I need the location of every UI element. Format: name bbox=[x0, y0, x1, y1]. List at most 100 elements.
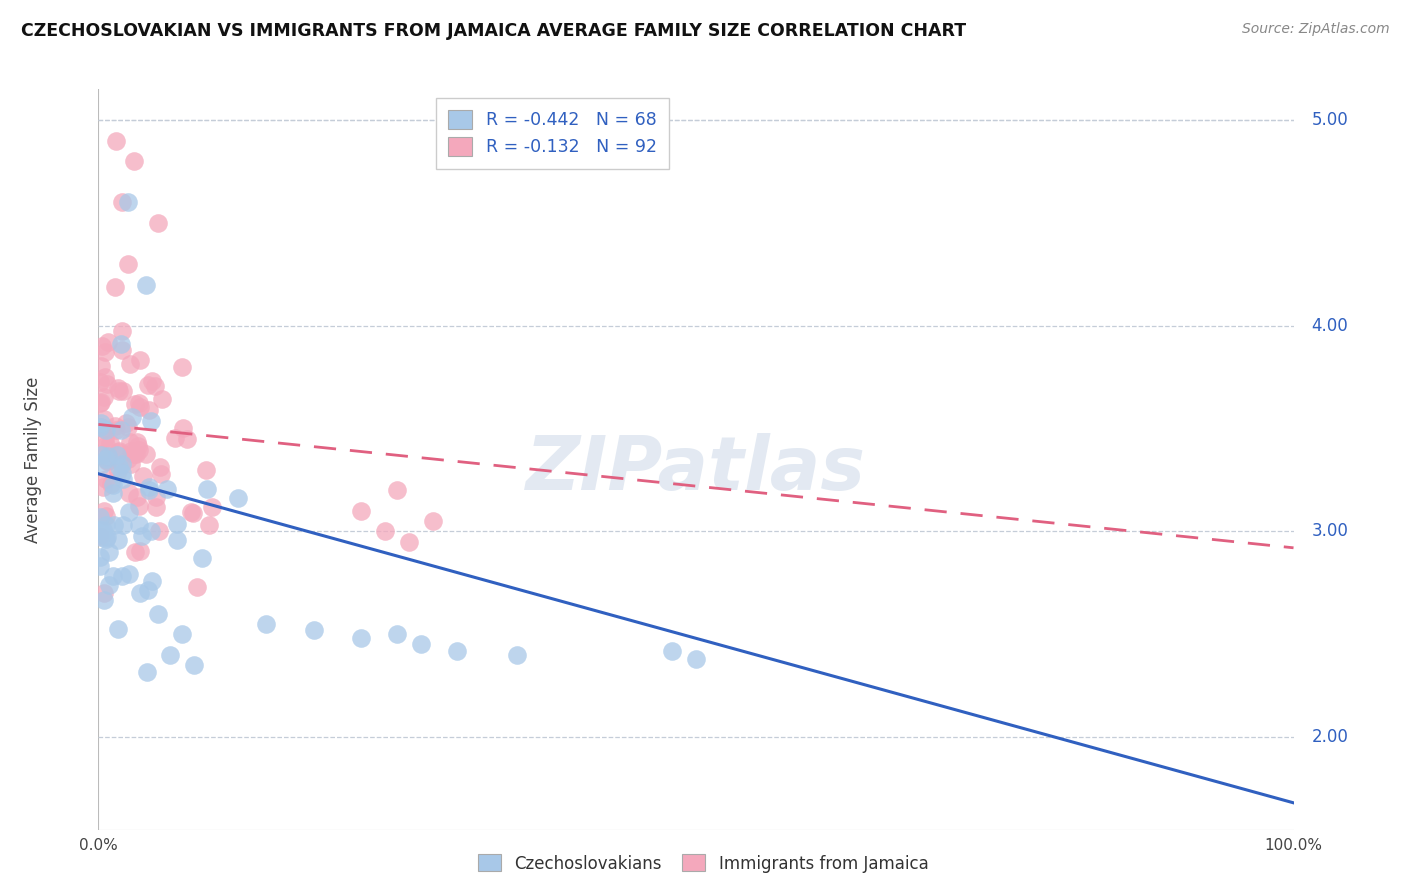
Point bbox=[107, 381, 129, 395]
Point bbox=[94, 369, 117, 384]
Point bbox=[350, 632, 373, 646]
Text: ZIPatlas: ZIPatlas bbox=[526, 434, 866, 506]
Point bbox=[118, 486, 141, 500]
Point bbox=[121, 446, 143, 460]
Point bbox=[172, 421, 194, 435]
Point bbox=[411, 637, 433, 651]
Point bbox=[138, 483, 160, 497]
Point bbox=[124, 396, 146, 410]
Point bbox=[172, 627, 194, 641]
Point bbox=[145, 500, 167, 514]
Point bbox=[138, 480, 160, 494]
Point bbox=[121, 443, 143, 458]
Point bbox=[89, 510, 111, 524]
Point bbox=[89, 396, 111, 410]
Point bbox=[107, 464, 129, 478]
Point bbox=[111, 466, 134, 480]
Point bbox=[93, 390, 115, 404]
Point bbox=[98, 436, 121, 450]
Point bbox=[91, 338, 114, 352]
Point bbox=[108, 384, 131, 399]
Point bbox=[183, 658, 205, 673]
Point bbox=[661, 643, 683, 657]
Point bbox=[111, 343, 134, 358]
Point bbox=[111, 384, 134, 398]
Point bbox=[125, 447, 148, 461]
Point bbox=[128, 517, 150, 532]
Point bbox=[226, 491, 249, 505]
Point bbox=[94, 509, 117, 524]
Point bbox=[110, 337, 132, 351]
Point bbox=[136, 583, 159, 598]
Point bbox=[685, 652, 707, 666]
Point bbox=[94, 431, 117, 445]
Point bbox=[111, 195, 134, 210]
Point bbox=[128, 499, 150, 513]
Point bbox=[90, 446, 112, 460]
Point bbox=[101, 486, 124, 500]
Point bbox=[111, 325, 134, 339]
Point bbox=[165, 431, 187, 445]
Point bbox=[141, 574, 163, 589]
Point bbox=[90, 420, 112, 434]
Point bbox=[139, 414, 162, 428]
Point bbox=[117, 195, 139, 210]
Point bbox=[105, 424, 128, 438]
Point bbox=[117, 420, 139, 434]
Point bbox=[195, 463, 218, 477]
Point bbox=[89, 375, 111, 389]
Text: Source: ZipAtlas.com: Source: ZipAtlas.com bbox=[1241, 22, 1389, 37]
Point bbox=[186, 580, 208, 594]
Point bbox=[150, 392, 173, 406]
Point bbox=[107, 460, 129, 475]
Point bbox=[385, 627, 409, 641]
Point bbox=[128, 443, 150, 458]
Point bbox=[176, 432, 198, 446]
Point bbox=[91, 524, 114, 538]
Point bbox=[118, 435, 141, 450]
Point bbox=[111, 518, 134, 533]
Point bbox=[118, 566, 141, 581]
Point bbox=[105, 448, 128, 462]
Point bbox=[129, 401, 152, 415]
Point bbox=[180, 505, 202, 519]
Point bbox=[132, 468, 155, 483]
Point bbox=[107, 533, 129, 547]
Point bbox=[197, 482, 219, 496]
Point bbox=[118, 505, 141, 519]
Point bbox=[118, 358, 141, 372]
Point bbox=[121, 409, 143, 424]
Point bbox=[97, 450, 120, 464]
Point bbox=[103, 569, 125, 583]
Point bbox=[97, 454, 120, 468]
Point bbox=[93, 411, 115, 425]
Point bbox=[89, 558, 111, 573]
Point bbox=[135, 447, 157, 461]
Text: 4.00: 4.00 bbox=[1312, 317, 1348, 334]
Point bbox=[148, 524, 170, 539]
Point bbox=[150, 467, 173, 482]
Text: 5.00: 5.00 bbox=[1312, 111, 1348, 129]
Point bbox=[128, 396, 150, 410]
Point bbox=[108, 443, 131, 458]
Point bbox=[104, 280, 127, 294]
Point bbox=[97, 578, 120, 592]
Point bbox=[136, 378, 159, 392]
Point bbox=[89, 529, 111, 543]
Point bbox=[90, 416, 112, 430]
Point bbox=[90, 359, 112, 374]
Point bbox=[198, 517, 221, 532]
Point bbox=[93, 504, 115, 518]
Point bbox=[135, 277, 157, 292]
Point bbox=[159, 648, 181, 662]
Point bbox=[129, 352, 152, 367]
Point bbox=[101, 478, 124, 492]
Point bbox=[94, 518, 117, 533]
Point bbox=[111, 457, 134, 471]
Point bbox=[107, 445, 129, 459]
Point bbox=[96, 452, 118, 467]
Point bbox=[110, 423, 132, 437]
Point bbox=[350, 504, 373, 518]
Point bbox=[117, 257, 139, 271]
Point bbox=[131, 528, 153, 542]
